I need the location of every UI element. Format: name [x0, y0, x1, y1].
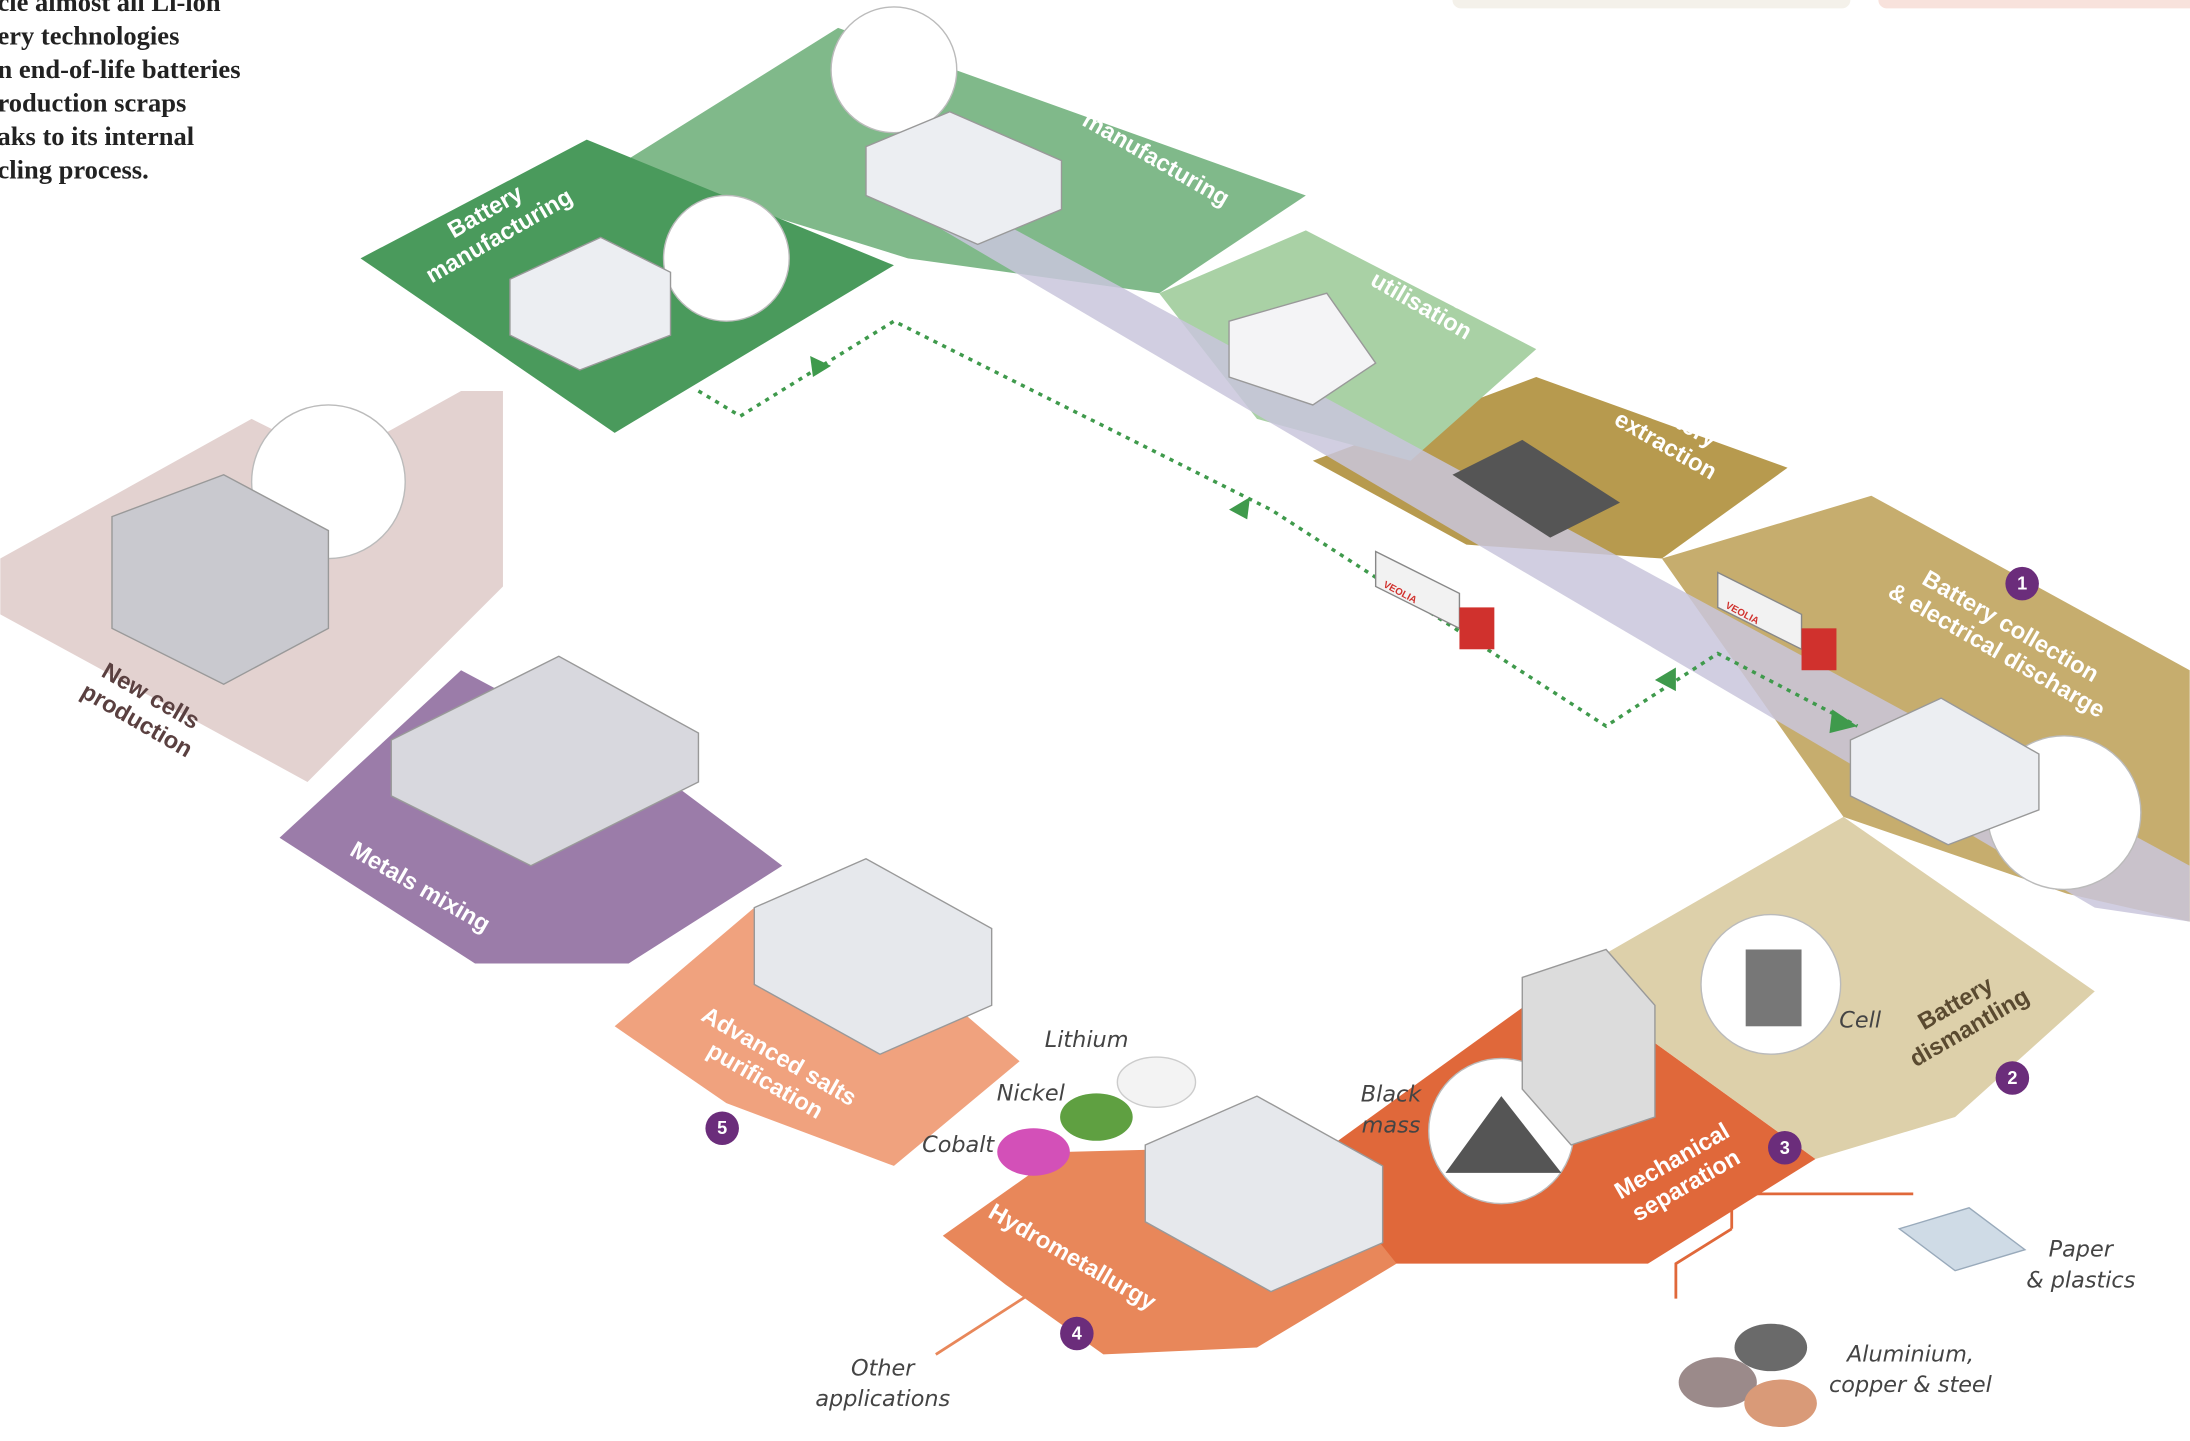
output-arrow: [1732, 1194, 1914, 1229]
callout-line: mass: [1362, 1112, 1421, 1138]
cobalt-pile: [997, 1128, 1070, 1175]
callout: Cell: [1839, 1008, 1882, 1034]
output-arrow: [936, 1292, 1034, 1355]
callout-line: applications: [815, 1386, 950, 1412]
panel-edge: [1452, 0, 1850, 8]
callout-line: Other: [851, 1355, 916, 1381]
callout: Other applications: [815, 1355, 950, 1412]
cell-block: [1746, 949, 1802, 1026]
callout: Paper & plastics: [2026, 1237, 2135, 1294]
intro-line: roduction scraps: [0, 88, 186, 118]
step-number: 2: [2007, 1068, 2017, 1088]
step-number: 1: [2017, 574, 2027, 594]
truck-cab: [1459, 607, 1494, 649]
plastics: [1899, 1208, 2025, 1271]
step-number: 4: [1072, 1323, 1082, 1343]
nickel-pile: [1060, 1093, 1133, 1140]
intro-text: cle almost all Li-ion ery technologies n…: [0, 0, 247, 185]
callout-line: & plastics: [2026, 1267, 2135, 1293]
panel-edge: [1878, 0, 2190, 8]
intro-line: ery technologies: [0, 21, 179, 51]
callout-line: Black: [1361, 1082, 1422, 1108]
callout-line: Cell: [1839, 1008, 1882, 1034]
flow-arrow: [810, 356, 831, 377]
diagram: VEOLIA VEOLIA cle almost all Li-ion ery …: [0, 0, 2190, 1441]
callout-line: copper & steel: [1829, 1372, 1993, 1398]
metal-pile: [1744, 1380, 1817, 1427]
callout-line: Cobalt: [922, 1132, 995, 1158]
callout: Aluminium, copper & steel: [1829, 1341, 1993, 1398]
intro-line: cling process.: [0, 155, 149, 185]
page: { "intro": {"lines": ["cle almost all Li…: [0, 0, 2190, 1441]
intro-line: aks to its internal: [0, 121, 194, 151]
lithium-pile: [1117, 1057, 1195, 1107]
metal-pile: [1735, 1324, 1808, 1371]
intro-line: n end-of-life batteries: [0, 54, 241, 84]
icon-battery: [664, 195, 790, 321]
step-number: 5: [717, 1118, 727, 1138]
callout: Nickel: [997, 1080, 1066, 1106]
callout-line: Paper: [2049, 1237, 2115, 1263]
callout-line: Lithium: [1045, 1027, 1129, 1053]
callout-line: Nickel: [997, 1080, 1066, 1106]
callout-line: Aluminium,: [1845, 1341, 1974, 1367]
step-number: 3: [1780, 1138, 1790, 1158]
flow-arrow: [1229, 497, 1250, 519]
callout: Lithium: [1045, 1027, 1129, 1053]
icon-car: [831, 7, 957, 133]
truck-cab: [1802, 628, 1837, 670]
intro-line: cle almost all Li-ion: [0, 0, 221, 17]
flow-arrow: [1655, 667, 1676, 691]
callout: Cobalt: [922, 1132, 995, 1158]
